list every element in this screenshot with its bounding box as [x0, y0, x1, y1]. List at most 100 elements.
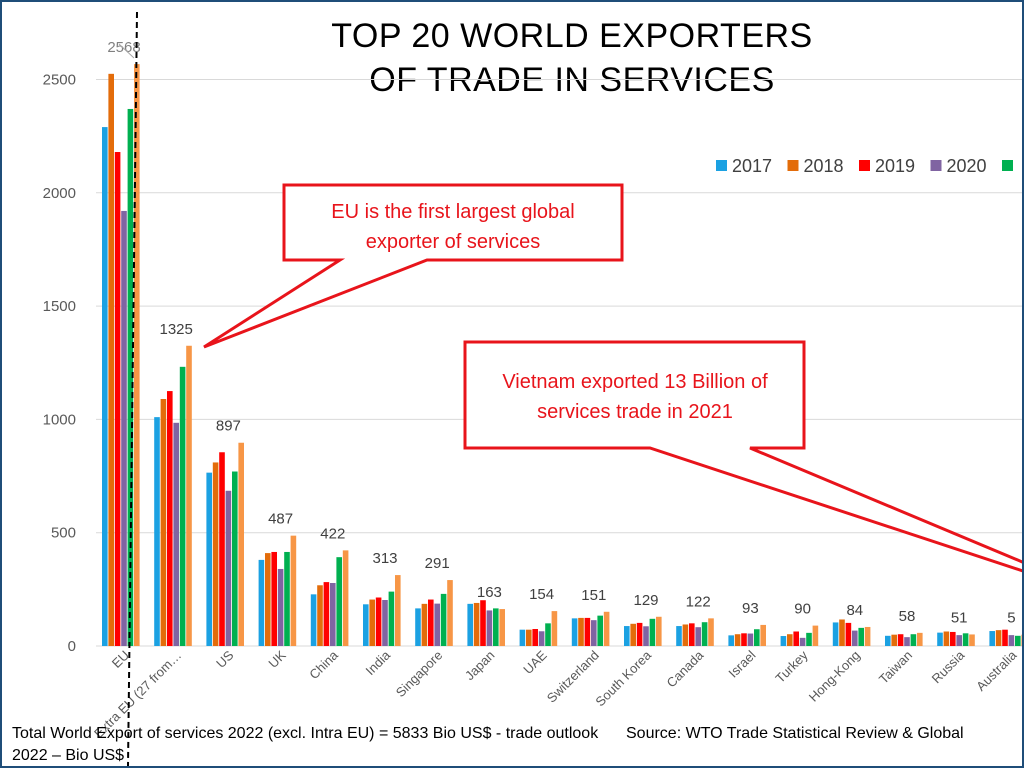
bar-2017 [780, 636, 787, 646]
bar-2020 [538, 631, 545, 646]
legend-swatch [787, 160, 799, 171]
x-tick-label: Japan [462, 648, 498, 684]
callout-eu: EU is the first largest global exporter o… [203, 183, 624, 349]
bar-2021 [649, 618, 656, 646]
bar-2022 [447, 580, 453, 646]
callout-vietnam-text-1: Vietnam exported 13 Billion of [502, 371, 768, 393]
bar-2020 [173, 422, 179, 646]
x-tick-label: Russia [929, 647, 968, 686]
data-label: 84 [846, 602, 863, 619]
bar-2017 [206, 472, 212, 646]
bar-2020 [643, 626, 649, 646]
y-tick-label: 1500 [43, 298, 76, 315]
bar-2018 [578, 617, 584, 646]
y-tick-label: 0 [68, 638, 76, 655]
bar-2018 [630, 623, 636, 646]
callout-vietnam-box [463, 340, 1022, 573]
eu-separator-line [127, 11, 138, 766]
bar-2020 [382, 600, 388, 646]
bar-2017 [676, 626, 682, 646]
bar-2017 [258, 559, 265, 646]
bar-2019 [845, 622, 852, 646]
bar-2021 [232, 471, 238, 646]
bar-2018 [160, 399, 167, 646]
data-label: 163 [477, 584, 502, 601]
data-label: 122 [686, 593, 711, 610]
bar-2018 [265, 553, 271, 646]
bar-2022 [342, 550, 349, 646]
x-tick-label: UAE [520, 647, 550, 677]
bar-2022 [186, 345, 192, 646]
bar-2018 [421, 603, 428, 646]
bar-2019 [1002, 629, 1008, 646]
legend-label: 2020 [947, 156, 987, 176]
data-label: 93 [742, 600, 759, 617]
x-tick-label: Canada [664, 647, 707, 690]
legend-swatch [859, 160, 870, 171]
bar-2017 [310, 594, 317, 646]
x-tick-label: Singapore [393, 648, 446, 701]
bar-2021 [440, 593, 447, 646]
bar-2019 [689, 623, 695, 646]
bar-2019 [271, 551, 277, 646]
data-label: 313 [372, 550, 397, 567]
bar-2022 [917, 632, 923, 646]
data-label: 5 [1007, 610, 1015, 627]
bar-2021 [1015, 635, 1021, 646]
data-label: 154 [529, 586, 554, 603]
callout-vietnam-text-2: services trade in 2021 [537, 401, 733, 423]
bar-2022 [499, 609, 505, 646]
data-label: 897 [216, 418, 241, 435]
bar-2021 [388, 591, 395, 646]
bar-2018 [891, 634, 897, 646]
x-tick-label: Australia [973, 647, 1020, 694]
bar-2020 [956, 635, 962, 646]
bar-2020 [904, 637, 910, 646]
bar-2017 [937, 632, 943, 646]
bar-2018 [787, 634, 793, 646]
bar-2019 [793, 631, 799, 646]
bar-2017 [728, 635, 734, 646]
data-label: 58 [899, 608, 916, 625]
data-label: 422 [320, 525, 345, 542]
data-label: 90 [794, 601, 811, 618]
bar-2017 [467, 603, 473, 646]
bar-2022 [812, 625, 819, 646]
bar-2019 [428, 599, 434, 646]
title-line-1: TOP 20 WORLD EXPORTERS [331, 17, 813, 55]
bar-2019 [950, 631, 956, 646]
bar-2020 [434, 603, 440, 646]
data-label: 151 [581, 587, 606, 604]
callout-vietnam: Vietnam exported 13 Billion of services t… [463, 340, 1022, 573]
bar-2018 [212, 462, 219, 646]
bar-2019 [219, 452, 225, 646]
x-tick-label: Taiwan [876, 648, 915, 687]
bar-2017 [363, 604, 369, 646]
legend-label: 2017 [732, 156, 772, 176]
bar-2018 [995, 630, 1002, 646]
eu-label-leader [118, 43, 135, 59]
x-tick-label: India [363, 647, 394, 678]
bar-2020 [225, 490, 232, 646]
bar-2018 [108, 73, 114, 646]
bar-2022 [134, 64, 140, 647]
data-label: 51 [951, 609, 968, 626]
bar-2018 [317, 585, 323, 646]
x-tick-label: Turkey [772, 647, 811, 686]
bar-2022 [551, 611, 558, 646]
legend-swatch [1002, 160, 1013, 171]
bar-2019 [897, 634, 904, 646]
callout-eu-text-2: exporter of services [366, 231, 541, 253]
bar-2021 [336, 557, 342, 646]
bar-2021 [754, 629, 760, 646]
callout-eu-box [203, 183, 624, 349]
y-tick-label: 2500 [43, 72, 76, 89]
bar-2020 [747, 633, 754, 646]
data-label: 2568 [107, 39, 140, 56]
bar-2020 [330, 583, 336, 646]
bar-2022 [290, 535, 297, 646]
bar-2018 [369, 599, 375, 646]
bar-2019 [375, 597, 382, 646]
legend: 2017 2018 2019 2020 [716, 156, 1013, 176]
x-tick-label: Hong-Kong [806, 648, 863, 705]
